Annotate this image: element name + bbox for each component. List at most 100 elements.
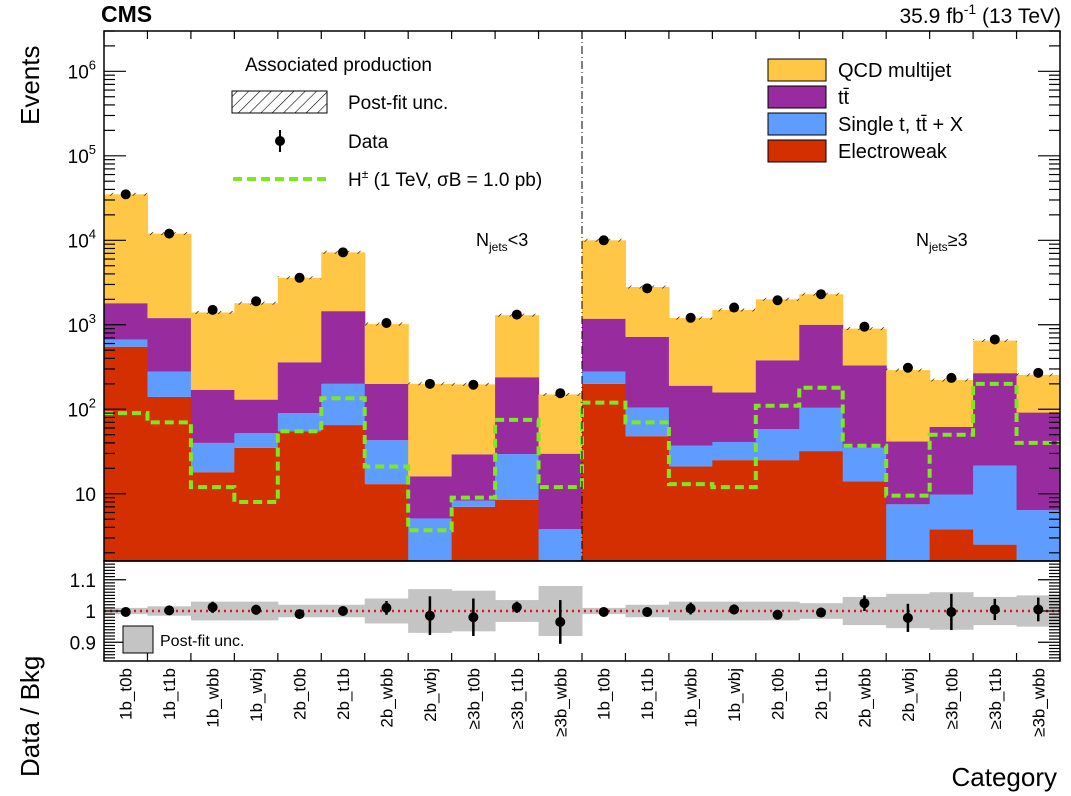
y-axis-title: Events [15,46,45,126]
category-label-18: 2b_wbj [899,668,918,722]
ratio-point-9 [511,602,522,613]
bar-electroweak-5 [321,425,366,561]
bar-ttbar-12 [625,336,670,408]
bar-single-t-10 [538,529,583,561]
bar-electroweak-15 [755,460,800,561]
data-point-20 [989,334,1000,345]
data-point-4 [294,272,305,283]
bar-qcd-15 [755,299,800,361]
region-label-lt3: Njets<3 [476,230,528,254]
data-point-1 [164,228,175,239]
ratio-point-16 [816,607,826,618]
ratio-point-2 [207,602,218,613]
data-point-9 [511,309,522,320]
category-label-5: 2b_t1b [334,668,353,720]
bar-qcd-3 [234,303,279,400]
data-point-12 [642,283,653,294]
data-point-11 [598,235,609,246]
bar-qcd-19 [929,380,974,427]
category-label-6: 2b_wbb [377,668,396,728]
category-label-14: 1b_wbj [725,668,744,722]
bar-ttbar-8 [451,454,496,501]
ratio-point-4 [294,609,305,620]
legend-signal-label: H± (1 TeV, σB = 1.0 pb) [348,167,542,191]
bar-qcd-13 [668,318,713,386]
energy-label: (13 TeV) [976,5,1061,28]
bar-ttbar-10 [538,453,583,530]
legend-left: Associated production Post-fit unc. Data… [231,55,542,191]
legend-ratio-label: Post-fit unc. [160,633,244,650]
bar-single-t-13 [668,445,713,467]
data-point-19 [946,372,957,383]
bar-qcd-7 [408,383,453,477]
category-label-16: 2b_t1b [812,668,831,720]
legend-postfit-label: Post-fit unc. [348,93,448,114]
bar-electroweak-16 [799,451,844,561]
category-label-8: ≥3b_t0b [464,668,483,729]
bar-qcd-2 [190,312,235,390]
data-point-16 [816,289,826,300]
bar-electroweak-9 [495,499,540,561]
category-label-12: 1b_t1b [638,668,657,720]
category-label-7: 2b_wbj [421,668,440,722]
bar-single-t-4 [277,413,322,432]
legend-data-label: Data [348,132,389,153]
bar-qcd-4 [277,277,322,363]
data-point-5 [338,247,348,258]
bar-ttbar-7 [408,476,453,519]
ytick-label-6: 106 [68,57,96,83]
ratio-point-14 [729,604,740,615]
axis-labels: 10 102 103 104 105 106 0.9 1 1.1 1b_t0b 1b_t1b 1b_w… [68,57,1049,737]
bar-electroweak-3 [234,447,279,561]
ratio-point-3 [251,604,262,615]
bar-ttbar-14 [712,392,757,442]
bar-qcd-5 [321,252,366,312]
bar-qcd-17 [842,328,887,366]
data-point-6 [381,317,392,328]
bar-ttbar-15 [755,360,800,430]
data-point-3 [251,296,262,307]
ratio-point-15 [772,609,783,620]
data-point-7 [424,378,435,389]
category-label-19: ≥3b_t0b [942,668,961,729]
category-label-20: ≥3b_t1b [986,668,1005,729]
bar-qcd-9 [495,315,540,378]
category-label-13: 1b_wbb [682,668,701,728]
bar-electroweak-14 [712,460,757,561]
bar-ttbar-2 [190,389,235,443]
data-point-17 [859,321,870,332]
ytick-label-1: 10 [75,485,96,506]
bar-ttbar-0 [104,303,149,340]
legend-ewk-swatch [767,139,827,163]
bar-electroweak-19 [929,529,974,561]
legend-ratio: Post-fit unc. [122,625,244,654]
signal-histogram [104,381,1060,533]
bar-single-t-16 [799,407,844,452]
legend-singlet-label: Single t, tt̄ + X [838,114,963,136]
bar-single-t-18 [886,504,931,561]
category-label-17: 2b_wbb [855,668,874,728]
ratio-point-0 [120,606,131,617]
ratio-axis-title: Data / Bkg [15,656,45,777]
ytick-label-5: 105 [68,142,96,168]
bar-ttbar-5 [321,311,366,384]
bar-qcd-6 [364,324,409,384]
legend-qcd-swatch [767,58,827,82]
bar-ttbar-19 [929,426,974,495]
bar-single-t-5 [321,383,366,426]
bar-ttbar-4 [277,362,322,414]
bar-qcd-11 [582,240,627,319]
ratio-point-19 [946,606,957,617]
bar-qcd-16 [799,294,844,325]
category-label-10: ≥3b_wbb [551,668,570,737]
bar-qcd-14 [712,309,757,393]
ratio-point-12 [642,606,653,617]
legend-ttbar-label: tt̄ [838,87,850,109]
bar-qcd-18 [886,370,931,442]
x-axis-title: Category [952,762,1058,792]
data-point-14 [729,302,740,313]
ratio-point-8 [468,612,479,623]
ytick-label-2: 102 [68,395,96,421]
ratio-point-5 [338,606,348,616]
